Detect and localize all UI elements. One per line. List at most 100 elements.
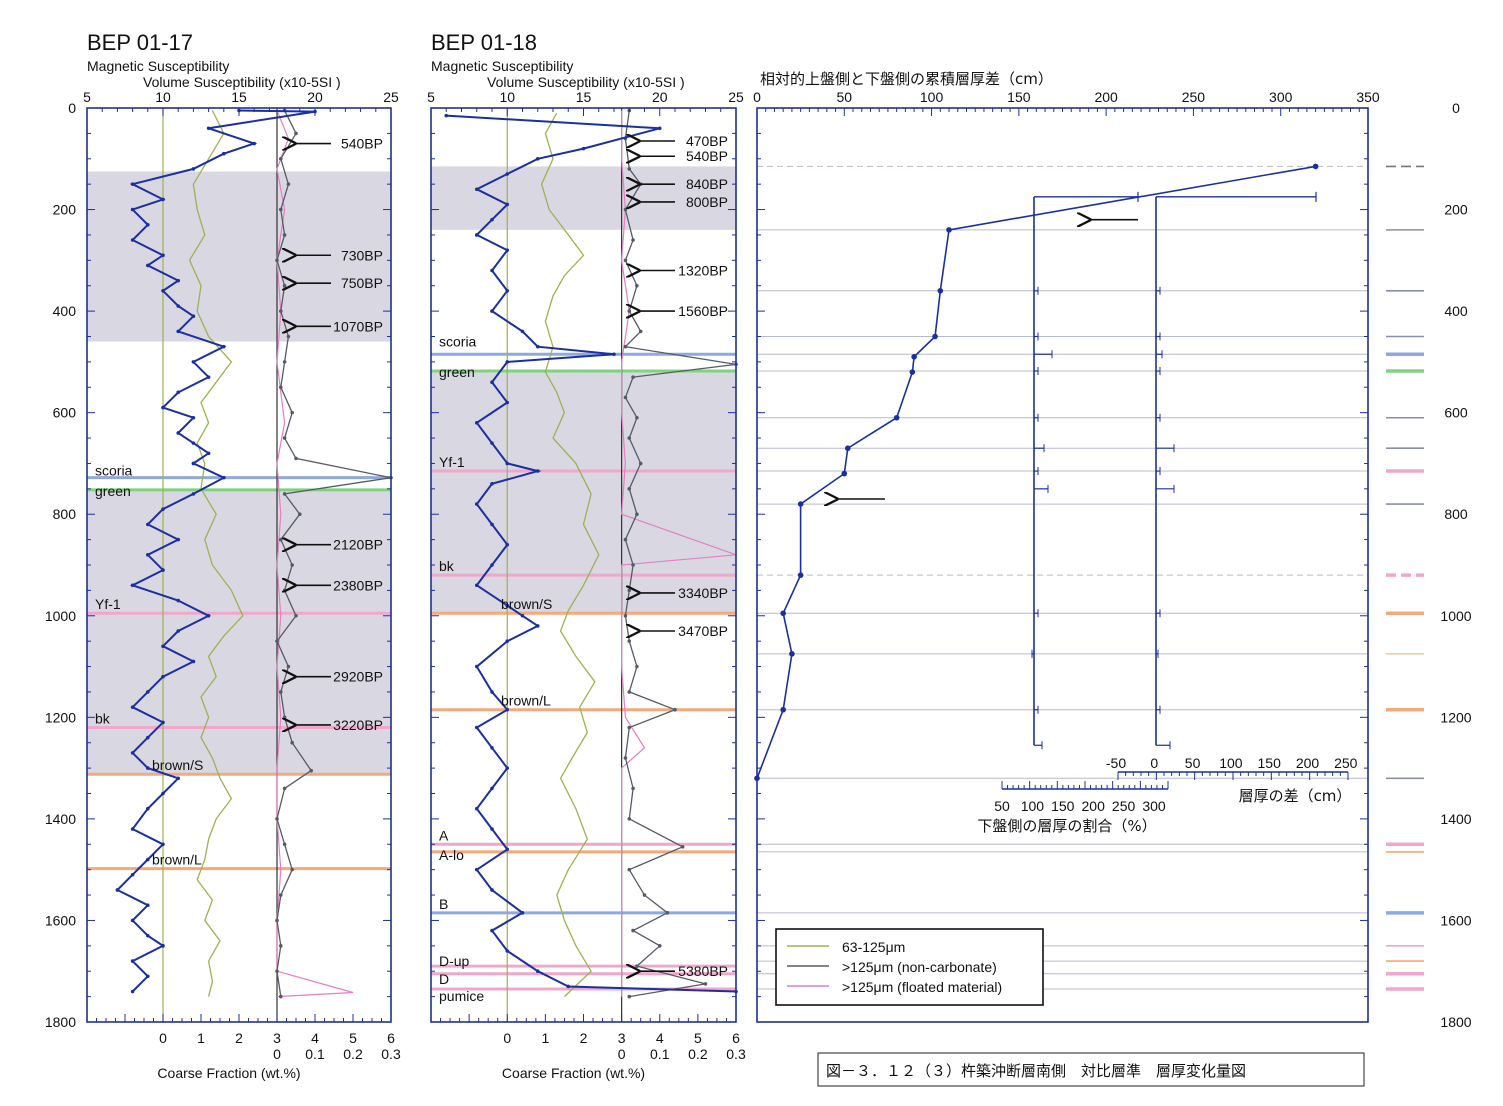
top-tick-label: 10: [499, 89, 515, 105]
right-depth-tick-label: 1600: [1440, 912, 1471, 928]
right-depth-tick-label: 600: [1444, 405, 1468, 421]
series-magnetic-susceptibility-line-point-2: [581, 146, 586, 151]
series-magnetic-susceptibility-line-point-14: [161, 289, 165, 293]
bottom-tick-label-wt: 3: [273, 1030, 281, 1046]
series-magnetic-susceptibility-line-point-38: [176, 629, 180, 633]
bottom-tick-label-wt: 4: [656, 1030, 664, 1046]
series-magnetic-susceptibility-line-point-56: [146, 903, 150, 908]
top-axis-label: Volume Susceptibility (x10-5SI ): [487, 74, 685, 90]
series-magnetic-susceptibility-line-point-46: [130, 751, 135, 755]
series-coarse-line-point-20: [282, 588, 287, 593]
shaded-interval-1: [87, 171, 391, 342]
series-coarse-line-point-1: [294, 131, 298, 136]
series-magnetic-susceptibility-line-point-49: [161, 791, 165, 796]
series-magnetic-susceptibility-line-point-16: [191, 314, 196, 318]
series-magnetic-susceptibility-line-point-54: [130, 872, 135, 877]
right-depth-tick-label: 1000: [1440, 608, 1471, 624]
top-tick-label: 350: [1356, 89, 1380, 105]
series-magnetic-susceptibility-line-point-57: [130, 918, 135, 923]
series-magnetic-susceptibility-line-point-6: [505, 202, 510, 207]
difference-axis-tick-label: 250: [1334, 755, 1358, 771]
top-tick-label: 5: [83, 89, 91, 105]
series-magnetic-susceptibility-line-point-25: [490, 522, 494, 527]
difference-axis-tick-label: 0: [1150, 755, 1158, 771]
top-tick-label: 20: [307, 89, 323, 105]
series-magnetic-susceptibility-line-point-3: [535, 156, 540, 161]
depth-tick-label: 200: [53, 202, 77, 218]
series-coarse-line-point-7: [635, 283, 639, 288]
series-coarse-line-point-34: [665, 911, 670, 915]
top-tick-label: 25: [383, 89, 399, 105]
age-label: 1320BP: [678, 262, 728, 278]
series-magnetic-susceptibility-line-point-5: [474, 187, 479, 192]
depth-tick-label: 0: [68, 100, 76, 116]
series-magnetic-susceptibility-line-point-37: [490, 746, 494, 750]
age-label: 1560BP: [678, 303, 728, 319]
cumulative-point-13: [780, 706, 786, 713]
series-magnetic-susceptibility-line-point-62: [130, 989, 135, 994]
series-magnetic-susceptibility-line-point-33: [474, 664, 479, 669]
series-magnetic-susceptibility-line-point-33: [146, 553, 150, 557]
age-label: 470BP: [686, 133, 728, 149]
series-coarse-line-point-4: [623, 207, 628, 212]
series-magnetic-susceptibility-line-point-10: [130, 238, 135, 242]
series-magnetic-susceptibility-line-point-11: [505, 289, 510, 293]
series-coarse-line-point-35: [631, 928, 635, 933]
cumulative-point-10: [797, 572, 804, 578]
series-magnetic-susceptibility-line-point-47: [146, 766, 150, 770]
top-tick-label: 10: [155, 89, 171, 105]
series-magnetic-susceptibility-line-point-22: [161, 405, 165, 410]
bottom-tick-label-wt: 1: [541, 1030, 549, 1046]
ratio-axis-label: 下盤側の層厚の割合（%）: [977, 817, 1156, 835]
depth-tick-label: 1800: [45, 1014, 76, 1030]
series-coarse-line-point-21: [627, 588, 632, 593]
series-coarse-line-point-8: [627, 309, 632, 313]
legend-label-1: >125μm (non-carbonate): [842, 959, 997, 975]
right-depth-tick-label: 1400: [1440, 811, 1471, 827]
series-magnetic-susceptibility-line-point-40: [191, 659, 196, 664]
series-coarse-line-point-29: [631, 786, 635, 791]
x-axis-label: Coarse Fraction (wt.%): [157, 1065, 300, 1081]
series-magnetic-susceptibility-line-point-61: [146, 974, 150, 979]
series-magnetic-susceptibility-line-point-18: [505, 400, 510, 405]
series-magnetic-susceptibility-line-point-60: [130, 959, 135, 963]
series-magnetic-susceptibility-line-point-51: [130, 827, 135, 831]
series-coarse-line-point-27: [309, 768, 314, 773]
series-coarse-line-point-4: [279, 207, 283, 212]
age-label: 5380BP: [678, 963, 728, 979]
series-coarse-line-point-34: [279, 944, 283, 948]
difference-axis-label: 層厚の差（cm）: [1239, 787, 1352, 805]
series-coarse-line-point-20: [631, 563, 635, 567]
marker-label-green: green: [95, 483, 131, 499]
series-magnetic-susceptibility-line-point-52: [161, 842, 165, 847]
series-floated-line: [276, 110, 354, 998]
series-magnetic-susceptibility-line-point-34: [161, 568, 165, 572]
series-floated-line: [620, 110, 737, 997]
marker-label-bk: bk: [95, 710, 111, 726]
series-magnetic-susceptibility-line-point-23: [490, 481, 494, 486]
series-magnetic-susceptibility-line-point-6: [130, 182, 135, 186]
series-coarse-line-point-5: [282, 233, 287, 237]
series-magnetic-susceptibility-line-point-20: [206, 375, 211, 379]
series-magnetic-susceptibility-line-point-10: [490, 268, 494, 273]
top-tick-label: 15: [576, 89, 592, 105]
bottom-tick-label-sub: 0.3: [726, 1046, 746, 1062]
series-coarse-line-point-2: [279, 156, 283, 161]
series-magnetic-susceptibility-line-point-25: [191, 441, 196, 445]
ratio-axis-tick-label: 100: [1021, 798, 1045, 814]
age-label: 840BP: [686, 176, 728, 192]
bottom-tick-label-sub: 0.2: [343, 1046, 363, 1062]
panel-subtitle: Magnetic Susceptibility: [431, 58, 573, 74]
depth-tick-label: 600: [53, 405, 77, 421]
depth-tick-label: 1000: [45, 608, 76, 624]
series-coarse-line-point-28: [282, 786, 287, 791]
marker-label-D: D: [439, 971, 449, 987]
series-magnetic-susceptibility-line-point-24: [176, 431, 180, 435]
series-magnetic-susceptibility-line-point-17: [490, 380, 494, 385]
series-magnetic-susceptibility-line-point-41: [490, 827, 494, 831]
series-magnetic-susceptibility-line-point-35: [130, 583, 135, 588]
series-coarse-line-point-22: [275, 639, 279, 643]
